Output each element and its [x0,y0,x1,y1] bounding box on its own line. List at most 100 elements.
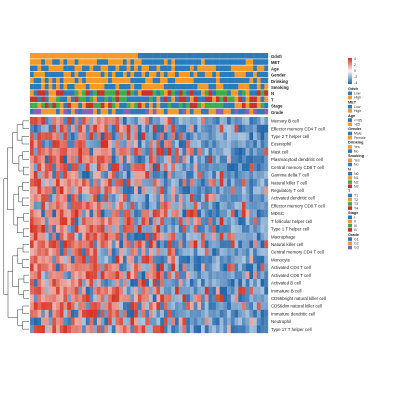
heatmap-cell [241,240,246,249]
heatmap-cell [96,140,101,149]
heatmap-cell [241,232,246,241]
heatmap-cell [126,232,131,241]
heatmap-cell [100,186,105,195]
annotation-cell [245,59,250,65]
heatmap-cell [189,132,194,141]
heatmap-cell [126,124,131,133]
heatmap-cell [63,194,68,203]
annotation-cell [74,59,79,65]
heatmap-cell [256,217,261,226]
legend-title: Gdsfr [348,87,359,91]
heatmap-cell [156,279,161,287]
heatmap-cell [227,279,231,287]
heatmap-cell [122,240,127,249]
annotation-cell [234,53,239,59]
heatmap-cell [48,171,53,179]
heatmap-cell [215,217,220,226]
heatmap-cell [145,217,150,226]
heatmap-cell [108,201,112,210]
heatmap-cell [37,317,42,326]
annotation-cell [201,53,205,59]
heatmap-cell [52,171,57,179]
heatmap-cell [156,132,161,141]
annotation-cell [48,108,53,115]
heatmap-cell [78,309,83,318]
heatmap-cell [175,279,179,287]
heatmap-cell [52,132,57,141]
heatmap-cell [37,171,42,179]
legend-title: Drinking [348,141,364,145]
heatmap-cell [74,140,79,149]
heatmap-cell [104,294,109,303]
annotation-cell [85,84,90,90]
annotation-cell [89,59,94,65]
annotation-cell [52,108,57,115]
heatmap-cell [56,317,60,326]
heatmap-cell [171,302,176,311]
heatmap-cell [264,248,269,257]
heatmap-cell [171,178,176,187]
heatmap-cell [152,163,157,172]
heatmap-cell [160,124,165,133]
annotation-cell [85,90,90,96]
heatmap-cell [134,248,138,257]
heatmap-cell [59,117,64,125]
annotation-cell [163,102,168,109]
heatmap-cell [212,271,217,280]
heatmap-cell [223,171,228,179]
annotation-cell [30,102,34,109]
heatmap-cell [149,155,153,164]
annotation-cell [215,53,220,59]
heatmap-cell [238,209,243,218]
heatmap-cell [89,186,94,195]
heatmap-cell [175,201,179,210]
heatmap-cell [182,209,187,218]
heatmap-cell [111,248,116,257]
heatmap-cell [160,155,165,164]
heatmap-cell [260,240,265,249]
annotation-cell [219,108,224,115]
heatmap-cell [238,163,243,172]
heatmap-cell [264,209,269,218]
annotation-cell [197,77,202,84]
annotation-cell [189,108,194,115]
heatmap-cell [122,217,127,226]
heatmap-cell [93,163,98,172]
annotation-cell [145,96,150,102]
heatmap-cell [111,124,116,133]
heatmap-cell [256,209,261,218]
heatmap-cell [212,140,217,149]
heatmap-cell [201,124,205,133]
annotation-cell [201,96,205,102]
heatmap-cell [108,171,112,179]
heatmap-cell [63,279,68,287]
legend-swatch [348,184,352,189]
heatmap-cell [100,309,105,318]
heatmap-cell [74,155,79,164]
heatmap-cell [96,263,101,272]
annotation-cell [126,84,131,90]
heatmap-cell [175,124,179,133]
annotation-cell [241,96,246,102]
heatmap-cell [197,271,202,280]
heatmap-cell [260,124,265,133]
heatmap-cell [70,317,75,326]
heatmap-cell [78,317,83,326]
annotation-cell [59,102,64,109]
heatmap-cell [189,309,194,318]
heatmap-cell [186,263,191,272]
heatmap-cell [108,271,112,280]
heatmap-cell [234,124,239,133]
heatmap-cell [186,201,191,210]
annotation-cell [33,108,38,115]
heatmap-cell [167,255,172,264]
heatmap-cell [241,178,246,187]
heatmap-cell [44,178,49,187]
heatmap-cell [212,294,217,303]
heatmap-cell [264,201,269,210]
heatmap-cell [89,279,94,287]
annotation-cell [208,90,213,96]
annotation-cell [152,59,157,65]
annotation-cell [70,77,75,84]
heatmap-cell [59,194,64,203]
